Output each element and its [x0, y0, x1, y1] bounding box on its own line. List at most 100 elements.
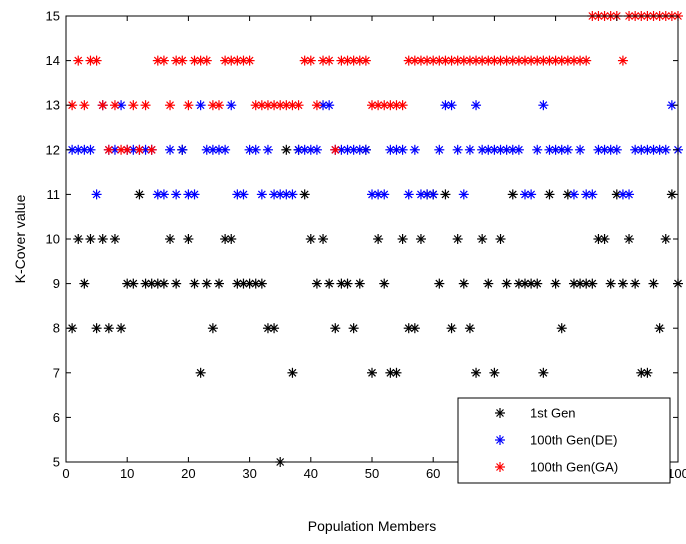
- data-point: [177, 55, 188, 66]
- y-axis-label: K-Cover value: [12, 194, 28, 283]
- y-tick-label: 8: [53, 321, 60, 336]
- data-point: [373, 189, 384, 200]
- data-point: [501, 278, 512, 289]
- legend-box: [457, 397, 671, 484]
- data-point: [318, 234, 329, 244]
- data-point: [232, 189, 243, 200]
- data-point: [532, 144, 543, 155]
- data-point: [373, 234, 384, 244]
- data-point: [550, 144, 561, 155]
- data-point: [165, 234, 176, 244]
- data-point: [568, 55, 579, 66]
- data-point: [373, 100, 384, 111]
- data-point: [648, 278, 659, 289]
- data-point: [109, 234, 120, 244]
- data-point: [244, 55, 255, 66]
- data-point: [311, 278, 322, 289]
- data-point: [605, 278, 616, 289]
- data-point: [397, 100, 408, 111]
- x-tick-label: 100: [667, 466, 686, 481]
- data-point: [575, 144, 586, 155]
- y-tick-label: 10: [46, 232, 60, 247]
- data-point: [409, 144, 420, 155]
- data-point: [648, 144, 659, 155]
- data-point: [562, 144, 573, 155]
- data-point: [330, 144, 341, 155]
- y-tick-label: 9: [53, 276, 60, 291]
- data-point: [189, 278, 200, 289]
- data-point: [440, 189, 451, 200]
- data-point: [165, 144, 176, 155]
- x-tick-label: 40: [304, 466, 318, 481]
- data-point: [434, 144, 445, 155]
- x-tick-label: 0: [62, 466, 69, 481]
- data-point: [103, 323, 114, 334]
- data-point: [134, 189, 145, 200]
- data-point: [403, 189, 414, 200]
- data-point: [507, 144, 518, 155]
- data-point: [128, 100, 139, 111]
- data-point: [183, 100, 194, 111]
- y-tick-label: 7: [53, 365, 60, 380]
- data-point: [666, 189, 677, 200]
- y-tick-label: 5: [53, 455, 60, 470]
- data-point: [238, 55, 249, 66]
- data-point: [183, 234, 194, 244]
- data-point: [367, 367, 377, 378]
- x-tick-label: 50: [365, 466, 379, 481]
- y-tick-label: 13: [46, 98, 60, 113]
- data-point: [324, 100, 335, 111]
- data-point: [305, 234, 316, 244]
- data-point: [293, 100, 304, 111]
- data-point: [220, 144, 231, 155]
- data-point: [250, 100, 261, 111]
- data-point: [477, 234, 488, 244]
- data-point: [360, 55, 371, 66]
- data-point: [342, 144, 353, 155]
- x-tick-label: 30: [242, 466, 256, 481]
- data-point: [471, 100, 482, 111]
- data-point: [158, 55, 169, 66]
- x-axis-label: Population Members: [308, 518, 436, 534]
- data-point: [262, 144, 273, 155]
- data-point: [440, 100, 451, 111]
- data-point: [428, 189, 439, 200]
- data-point: [409, 323, 420, 334]
- data-point: [575, 55, 586, 66]
- data-point: [617, 189, 628, 200]
- data-point: [440, 55, 451, 66]
- data-point: [642, 144, 653, 155]
- data-point: [226, 100, 237, 111]
- data-point: [348, 323, 359, 334]
- data-point: [287, 367, 298, 378]
- data-point: [189, 189, 200, 200]
- data-point: [158, 278, 169, 289]
- data-point: [201, 55, 212, 66]
- data-point: [256, 278, 267, 289]
- data-point: [471, 367, 482, 378]
- x-tick-label: 20: [181, 466, 195, 481]
- axes: 010203040506070809010056789101112131415: [46, 9, 686, 482]
- data-point: [538, 367, 549, 378]
- data-point: [73, 234, 84, 244]
- y-tick-label: 11: [47, 187, 61, 202]
- data-point: [599, 234, 610, 244]
- data-point: [483, 278, 494, 289]
- data-point: [562, 55, 573, 66]
- legend-entry: 100th Gen(DE): [495, 433, 617, 448]
- data-point: [97, 234, 108, 244]
- data-point: [385, 367, 396, 378]
- data-point: [134, 144, 145, 155]
- data-point: [171, 189, 182, 200]
- y-tick-label: 12: [46, 142, 60, 157]
- data-point: [550, 278, 561, 289]
- data-point: [116, 323, 127, 334]
- data-point: [158, 189, 169, 200]
- data-point: [379, 189, 390, 200]
- data-point: [146, 278, 157, 289]
- data-point: [446, 100, 457, 111]
- data-point: [85, 144, 96, 155]
- data-point: [122, 144, 133, 155]
- data-point: [495, 234, 506, 244]
